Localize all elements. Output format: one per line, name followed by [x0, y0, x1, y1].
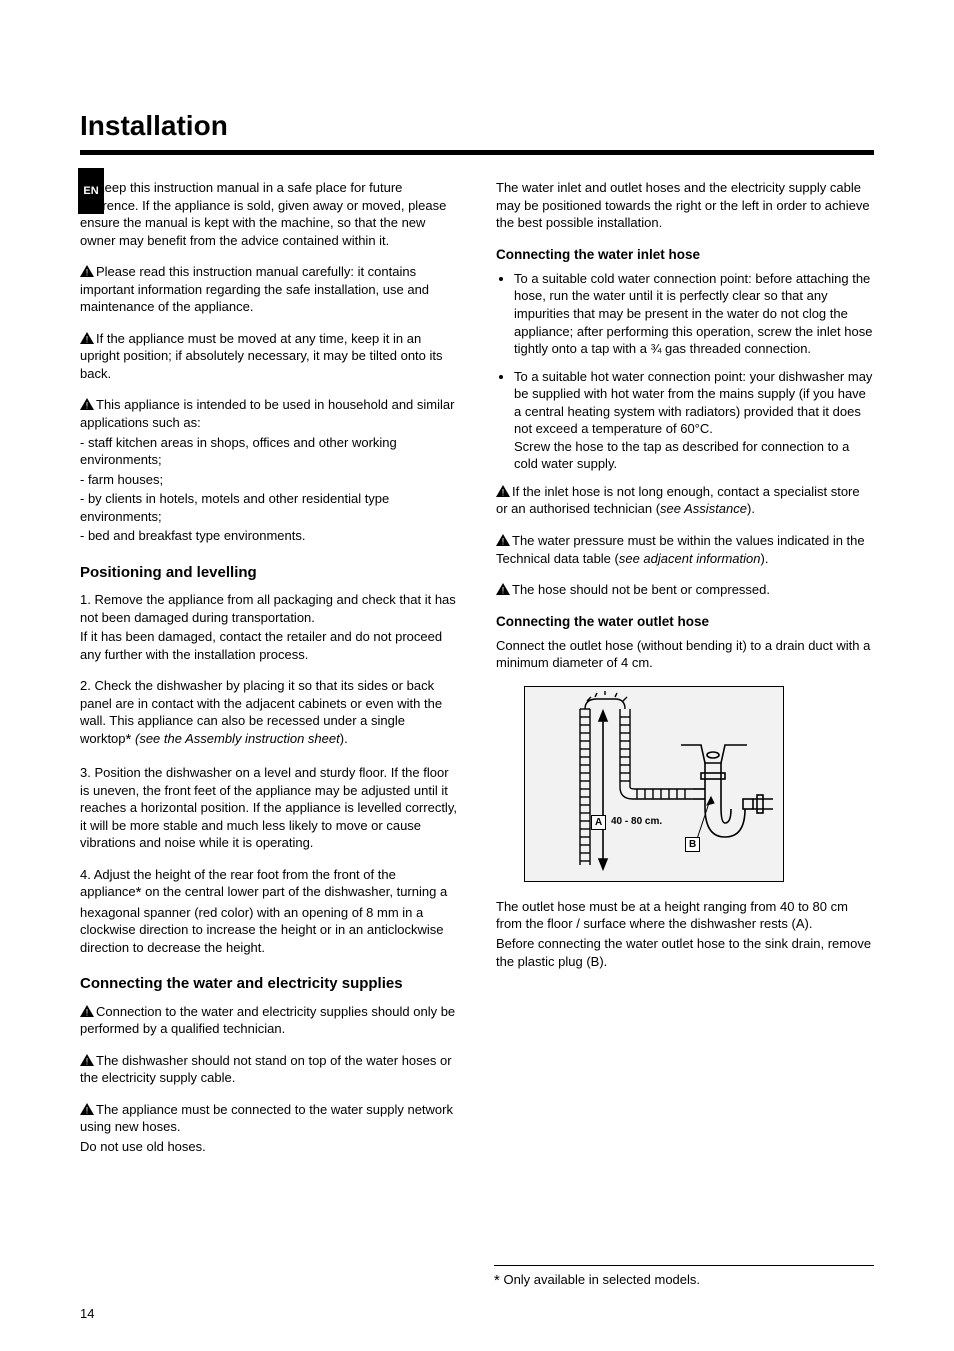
footnote-star: *: [126, 731, 132, 748]
warning-paragraph: ! This appliance is intended to be used …: [80, 396, 458, 431]
warning-icon: !: [80, 332, 94, 344]
warning-text: This appliance is intended to be used in…: [80, 397, 454, 430]
paragraph: The outlet hose must be at a height rang…: [496, 898, 874, 933]
warning-paragraph: ! Connection to the water and electricit…: [80, 1003, 458, 1038]
title-rule: [80, 150, 874, 155]
list-line: - farm houses;: [80, 471, 458, 489]
page-title: Installation: [80, 110, 874, 142]
figure-range-text: 40 - 80 cm.: [611, 815, 662, 829]
footnote: * Only available in selected models.: [494, 1265, 874, 1289]
warning-text: Please read this instruction manual care…: [80, 264, 429, 314]
drain-hose-diagram: A 40 - 80 cm. B: [524, 686, 784, 882]
bullet-list: To a suitable cold water connection poin…: [496, 270, 874, 473]
warning-paragraph: ! The appliance must be connected to the…: [80, 1101, 458, 1136]
warning-paragraph: ! Keep this instruction manual in a safe…: [80, 179, 458, 249]
figure-label-b: B: [685, 837, 700, 853]
step-italic: (see the Assembly instruction sheet: [135, 731, 340, 746]
warning-paragraph: ! If the inlet hose is not long enough, …: [496, 483, 874, 518]
paragraph: The water inlet and outlet hoses and the…: [496, 179, 874, 232]
warning-icon: !: [80, 398, 94, 410]
svg-text:!: !: [86, 1007, 89, 1017]
paragraph: Connect the outlet hose (without bending…: [496, 637, 874, 672]
section-heading: Connecting the water and electricity sup…: [80, 974, 458, 994]
svg-text:!: !: [86, 1105, 89, 1115]
warning-paragraph: ! Please read this instruction manual ca…: [80, 263, 458, 316]
subsection-heading: Connecting the water inlet hose: [496, 246, 874, 264]
warning-icon: !: [496, 534, 510, 546]
warning-text: If the appliance must be moved at any ti…: [80, 331, 443, 381]
step-paragraph: 2. Check the dishwasher by placing it so…: [80, 677, 458, 750]
warning-paragraph: ! The hose should not be bent or compres…: [496, 581, 874, 599]
step-paragraph: 1. Remove the appliance from all packagi…: [80, 591, 458, 626]
list-item: To a suitable hot water connection point…: [514, 368, 874, 473]
warning-icon: !: [80, 1054, 94, 1066]
list-item: To a suitable cold water connection poin…: [514, 270, 874, 358]
step-text: ).: [340, 731, 348, 746]
list-line: - bed and breakfast type environments.: [80, 527, 458, 545]
figure-label-a: A: [591, 815, 606, 831]
warning-text: The dishwasher should not stand on top o…: [80, 1053, 452, 1086]
step-paragraph: If it has been damaged, contact the reta…: [80, 628, 458, 663]
svg-text:!: !: [86, 268, 89, 278]
warning-paragraph: ! If the appliance must be moved at any …: [80, 330, 458, 383]
list-line: - staff kitchen areas in shops, offices …: [80, 434, 458, 469]
svg-text:!: !: [502, 487, 505, 497]
content-columns: ! Keep this instruction manual in a safe…: [80, 179, 874, 1169]
language-tab: EN: [78, 168, 104, 214]
right-column: The water inlet and outlet hoses and the…: [496, 179, 874, 1169]
warning-text: Connection to the water and electricity …: [80, 1004, 455, 1037]
warning-italic: see adjacent information: [619, 551, 761, 566]
warning-text: Keep this instruction manual in a safe p…: [80, 180, 446, 248]
svg-text:!: !: [86, 401, 89, 411]
section-heading: Positioning and levelling: [80, 563, 458, 583]
page: Installation EN ! Keep this instruction …: [0, 0, 954, 1229]
step-paragraph: 3. Position the dishwasher on a level an…: [80, 764, 458, 852]
step-paragraph: 4. Adjust the height of the rear foot fr…: [80, 866, 458, 956]
svg-text:!: !: [86, 334, 89, 344]
svg-text:!: !: [86, 1056, 89, 1066]
warning-icon: !: [80, 1103, 94, 1115]
warning-icon: !: [80, 265, 94, 277]
warning-text: ).: [761, 551, 769, 566]
list-line: - by clients in hotels, motels and other…: [80, 490, 458, 525]
svg-text:!: !: [502, 586, 505, 596]
page-number: 14: [80, 1306, 94, 1321]
warning-text: The hose should not be bent or compresse…: [512, 582, 770, 597]
warning-paragraph: ! The water pressure must be within the …: [496, 532, 874, 567]
list-item-text: To a suitable hot water connection point…: [514, 369, 872, 437]
warning-icon: !: [496, 485, 510, 497]
warning-text: ).: [747, 501, 755, 516]
paragraph: Before connecting the water outlet hose …: [496, 935, 874, 970]
warning-icon: !: [80, 1005, 94, 1017]
warning-text: The appliance must be connected to the w…: [80, 1102, 453, 1135]
warning-icon: !: [496, 583, 510, 595]
warning-italic: see Assistance: [660, 501, 747, 516]
subsection-heading: Connecting the water outlet hose: [496, 613, 874, 631]
paragraph: Do not use old hoses.: [80, 1138, 458, 1156]
left-column: ! Keep this instruction manual in a safe…: [80, 179, 458, 1169]
svg-text:!: !: [502, 536, 505, 546]
list-item-text: Screw the hose to the tap as described f…: [514, 439, 849, 472]
warning-paragraph: ! The dishwasher should not stand on top…: [80, 1052, 458, 1087]
footnote-text: Only available in selected models.: [500, 1272, 700, 1287]
